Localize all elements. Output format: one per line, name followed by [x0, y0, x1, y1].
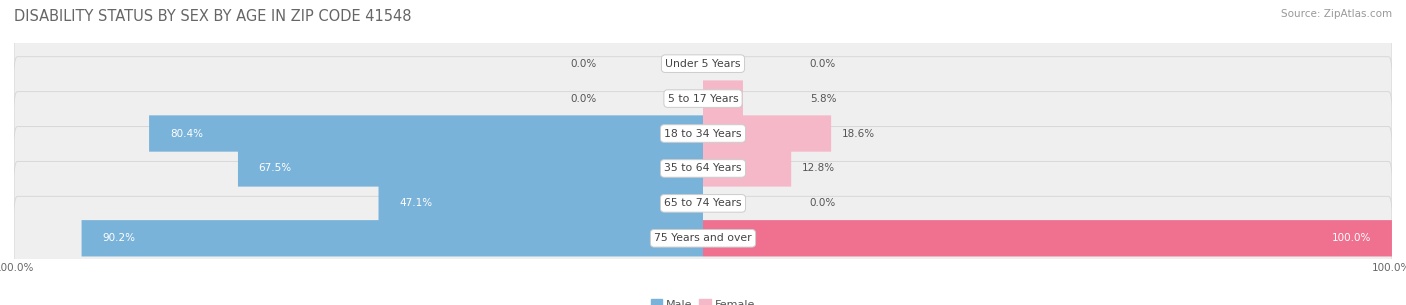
Text: 100.0%: 100.0% [1331, 233, 1371, 243]
FancyBboxPatch shape [703, 81, 742, 117]
FancyBboxPatch shape [82, 220, 703, 257]
FancyBboxPatch shape [14, 92, 1392, 175]
Text: DISABILITY STATUS BY SEX BY AGE IN ZIP CODE 41548: DISABILITY STATUS BY SEX BY AGE IN ZIP C… [14, 9, 412, 24]
Text: 12.8%: 12.8% [801, 163, 835, 174]
Text: 47.1%: 47.1% [399, 198, 432, 208]
FancyBboxPatch shape [14, 22, 1392, 106]
Text: 75 Years and over: 75 Years and over [654, 233, 752, 243]
Text: 90.2%: 90.2% [103, 233, 135, 243]
FancyBboxPatch shape [703, 220, 1392, 257]
FancyBboxPatch shape [14, 196, 1392, 280]
Legend: Male, Female: Male, Female [647, 295, 759, 305]
Text: 0.0%: 0.0% [569, 59, 596, 69]
Text: 18 to 34 Years: 18 to 34 Years [664, 128, 742, 138]
Text: 5 to 17 Years: 5 to 17 Years [668, 94, 738, 104]
Text: 35 to 64 Years: 35 to 64 Years [664, 163, 742, 174]
FancyBboxPatch shape [703, 115, 831, 152]
FancyBboxPatch shape [14, 161, 1392, 245]
FancyBboxPatch shape [238, 150, 703, 187]
Text: 67.5%: 67.5% [259, 163, 292, 174]
Text: 80.4%: 80.4% [170, 128, 202, 138]
Text: 65 to 74 Years: 65 to 74 Years [664, 198, 742, 208]
FancyBboxPatch shape [703, 150, 792, 187]
Text: 5.8%: 5.8% [810, 94, 837, 104]
FancyBboxPatch shape [14, 127, 1392, 210]
Text: Under 5 Years: Under 5 Years [665, 59, 741, 69]
FancyBboxPatch shape [14, 57, 1392, 141]
Text: Source: ZipAtlas.com: Source: ZipAtlas.com [1281, 9, 1392, 19]
Text: 0.0%: 0.0% [810, 59, 837, 69]
FancyBboxPatch shape [378, 185, 703, 221]
Text: 18.6%: 18.6% [841, 128, 875, 138]
FancyBboxPatch shape [149, 115, 703, 152]
Text: 0.0%: 0.0% [569, 94, 596, 104]
Text: 0.0%: 0.0% [810, 198, 837, 208]
